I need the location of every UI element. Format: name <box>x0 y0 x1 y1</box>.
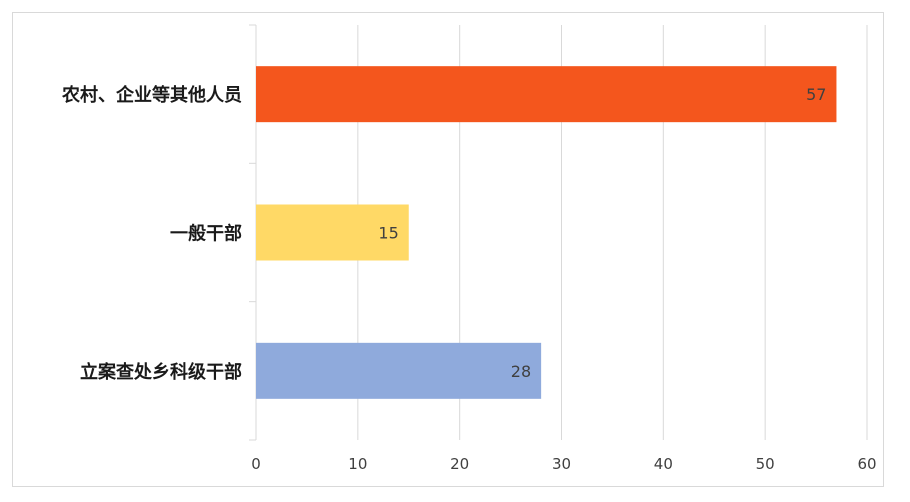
x-tick-label: 20 <box>450 455 469 473</box>
category-label: 一般干部 <box>170 223 242 245</box>
data-labels: 57 15 28 <box>378 85 826 381</box>
category-label: 农村、企业等其他人员 <box>61 84 242 106</box>
x-tick-label: 60 <box>857 455 876 473</box>
bar <box>256 66 837 123</box>
x-tick-label: 50 <box>756 455 775 473</box>
value-axis-labels: 0 10 20 30 40 50 60 <box>251 455 876 473</box>
data-label: 15 <box>378 224 398 243</box>
x-tick-label: 0 <box>251 455 261 473</box>
category-axis <box>249 24 257 441</box>
bar <box>256 204 409 261</box>
bar <box>256 342 542 399</box>
x-tick-label: 40 <box>654 455 673 473</box>
data-label: 28 <box>511 362 531 381</box>
bars <box>256 66 837 399</box>
x-tick-label: 30 <box>552 455 571 473</box>
data-label: 57 <box>806 85 826 104</box>
x-tick-label: 10 <box>348 455 367 473</box>
category-label: 立案查处乡科级干部 <box>80 361 242 383</box>
